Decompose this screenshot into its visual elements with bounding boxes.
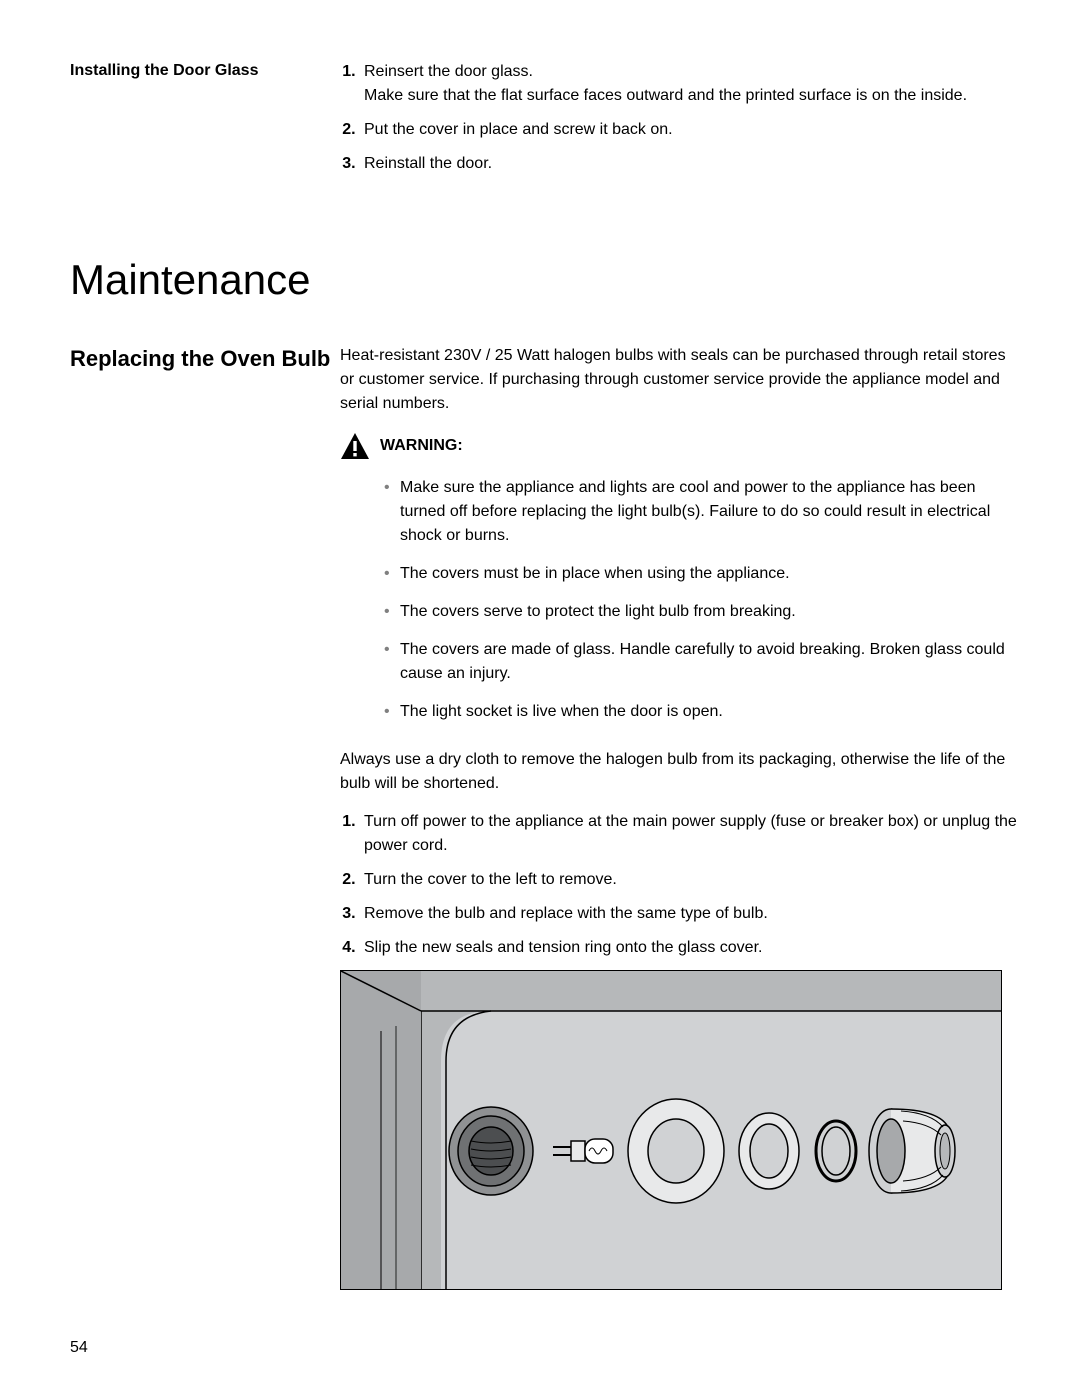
warning-item: The light socket is live when the door i…: [384, 700, 1020, 724]
bulb-figure: [340, 970, 1002, 1290]
warning-label: WARNING:: [380, 432, 463, 458]
step-text: Reinsert the door glass.: [364, 63, 533, 80]
warning-item: Make sure the appliance and lights are c…: [384, 476, 1020, 548]
manual-page: Installing the Door Glass Reinsert the d…: [0, 0, 1080, 1397]
door-glass-heading: Installing the Door Glass: [70, 60, 340, 82]
bulb-section: Replacing the Oven Bulb Heat-resistant 2…: [70, 344, 1020, 1290]
warning-row: WARNING:: [340, 432, 1020, 460]
door-glass-section: Installing the Door Glass Reinsert the d…: [70, 60, 1020, 186]
bulb-step: Remove the bulb and replace with the sam…: [360, 902, 1020, 926]
step-extra: Make sure that the flat surface faces ou…: [364, 87, 967, 104]
door-glass-step: Put the cover in place and screw it back…: [360, 118, 1020, 142]
warning-item: The covers must be in place when using t…: [384, 562, 1020, 586]
bulb-step: Turn the cover to the left to remove.: [360, 868, 1020, 892]
bulb-steps: Turn off power to the appliance at the m…: [340, 810, 1020, 960]
warning-item: The covers are made of glass. Handle car…: [384, 638, 1020, 686]
door-glass-step: Reinsert the door glass. Make sure that …: [360, 60, 1020, 108]
page-number: 54: [70, 1339, 88, 1357]
maintenance-heading: Maintenance: [70, 256, 1020, 304]
bulb-subsection-heading: Replacing the Oven Bulb: [70, 344, 340, 375]
step-text: Reinstall the door.: [364, 155, 492, 172]
door-glass-step: Reinstall the door.: [360, 152, 1020, 176]
warning-icon: [340, 432, 370, 460]
bulb-subheading-text: Replacing the Oven Bulb: [70, 344, 340, 375]
warning-item: The covers serve to protect the light bu…: [384, 600, 1020, 624]
bulb-intro: Heat-resistant 230V / 25 Watt halogen bu…: [340, 344, 1020, 416]
bulb-note: Always use a dry cloth to remove the hal…: [340, 748, 1020, 796]
bulb-step: Turn off power to the appliance at the m…: [360, 810, 1020, 858]
bulb-content: Heat-resistant 230V / 25 Watt halogen bu…: [340, 344, 1020, 1290]
bulb-step: Slip the new seals and tension ring onto…: [360, 936, 1020, 960]
step-text: Put the cover in place and screw it back…: [364, 121, 673, 138]
warning-list: Make sure the appliance and lights are c…: [340, 476, 1020, 724]
door-glass-steps: Reinsert the door glass. Make sure that …: [340, 60, 1020, 186]
